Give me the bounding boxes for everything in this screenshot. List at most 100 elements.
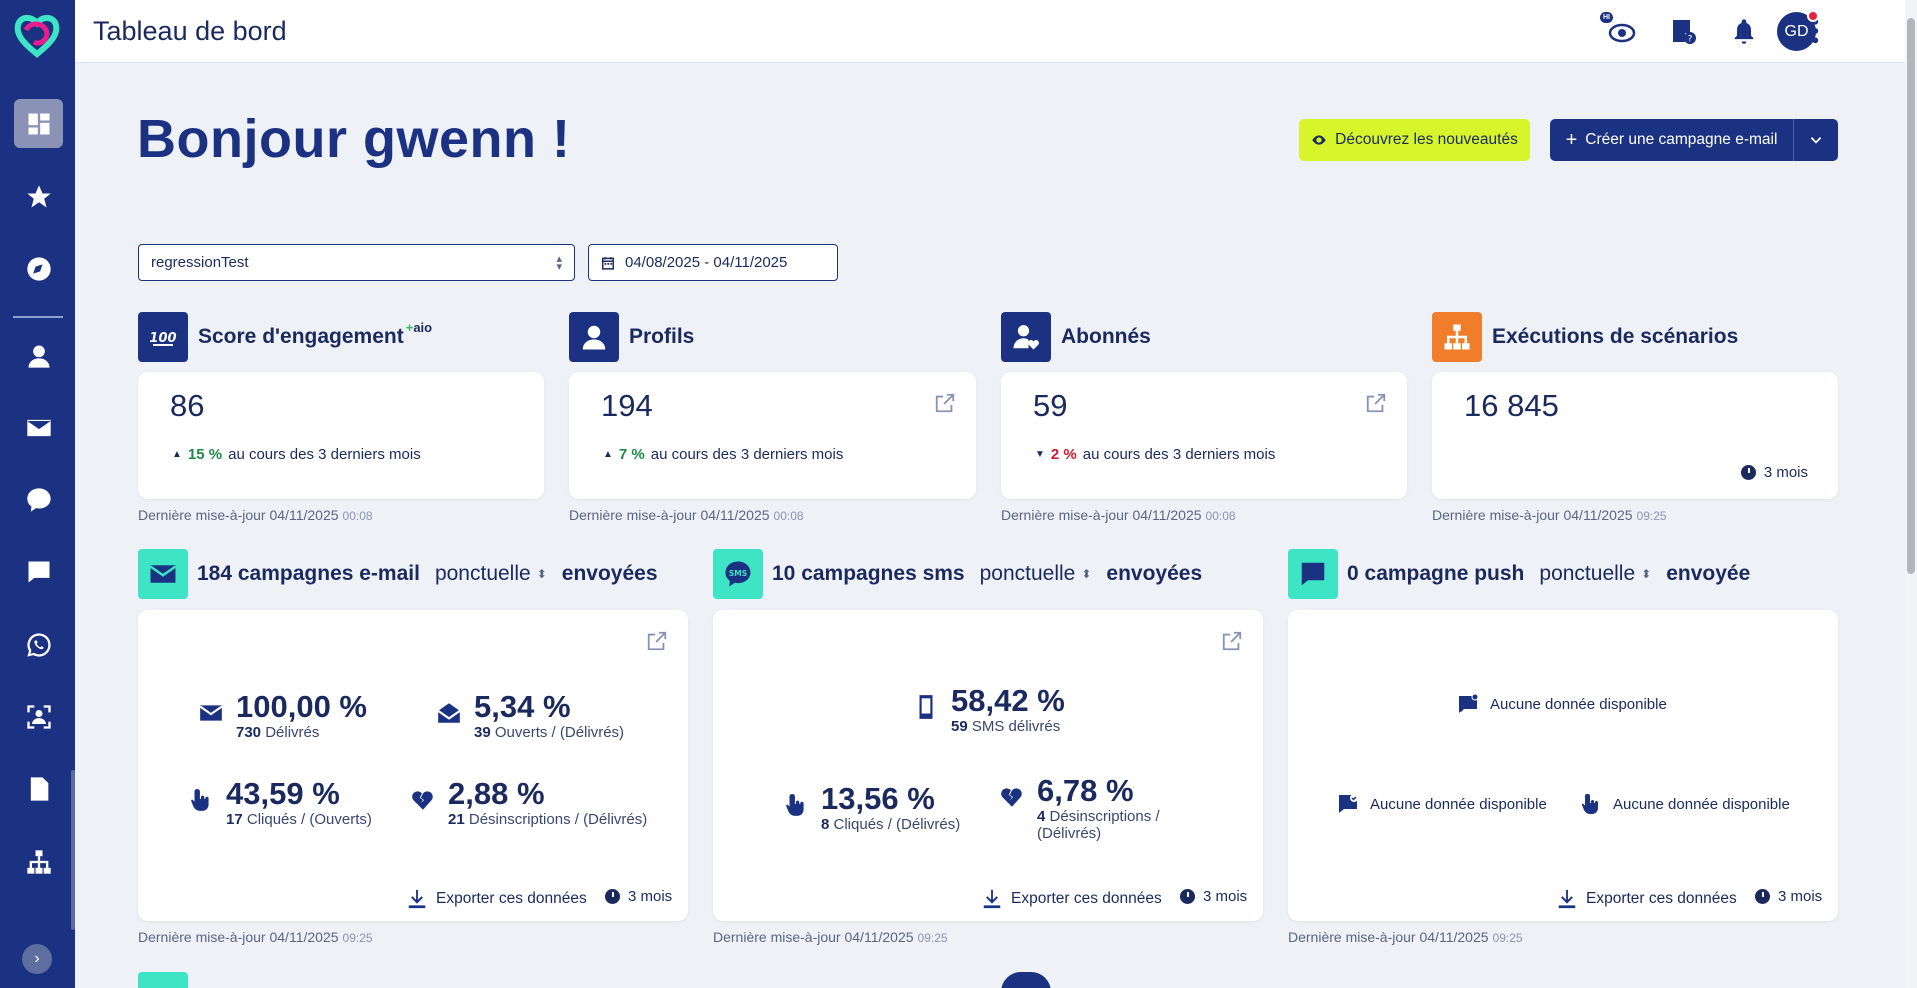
push-export-button[interactable]: Exporter ces données [1556, 888, 1737, 910]
sidebar-item-scenarios[interactable] [14, 837, 63, 886]
push-delivered-nodata: Aucune donnée disponible [1456, 692, 1667, 716]
email-icon [138, 549, 188, 599]
kpi-trend: ▼ 2 % au cours des 3 derniers mois [1035, 446, 1275, 463]
chat-icon [28, 561, 49, 582]
broken-heart-icon [1001, 788, 1022, 807]
notification-dot [1807, 10, 1819, 22]
whatsapp-icon [26, 632, 51, 657]
kpi-title: Profils [629, 325, 695, 348]
list-select-value: regressionTest [151, 254, 249, 271]
sidebar-item-favorites[interactable] [14, 172, 63, 221]
notifications-button[interactable] [1726, 13, 1762, 49]
chevron-down-icon [1810, 137, 1822, 144]
list-select[interactable]: regressionTest ▴ ▾ [138, 244, 575, 281]
news-button[interactable]: Découvrez les nouveautés [1299, 119, 1530, 161]
sidebar-divider [13, 316, 63, 318]
kpi-profiles-card: 194 ▲ 7 % au cours des 3 derniers mois [569, 372, 976, 499]
email-campaign-count: 184 campagnes e-mail [197, 562, 420, 585]
push-unsub-nodata: Aucune donnée disponible [1336, 792, 1547, 816]
sort-arrows-icon: ⬍ [1641, 567, 1652, 581]
trend-percent: 15 % [187, 446, 223, 463]
sidebar-expand-button[interactable]: › [22, 944, 52, 974]
sidebar-scrollbar[interactable] [71, 770, 75, 930]
page-title: Tableau de bord [93, 16, 287, 46]
next-section-icon [1001, 972, 1051, 988]
trend-percent: 7 % [618, 446, 645, 463]
kpi-title: Abonnés [1061, 325, 1151, 348]
greeting-heading: Bonjour gwenn ! [137, 109, 571, 169]
date-range-picker[interactable]: 04/08/2025 - 04/11/2025 [588, 244, 838, 281]
help-docs-button[interactable]: ? [1665, 13, 1701, 49]
push-campaign-count: 0 campagne push [1347, 562, 1525, 585]
period-indicator: 3 mois [1740, 464, 1808, 481]
profile-icon [569, 312, 619, 362]
period-indicator: 3 mois [1180, 888, 1247, 905]
create-campaign-dropdown[interactable] [1794, 133, 1838, 147]
page-scrollbar-thumb[interactable] [1907, 18, 1915, 574]
kpi-updated: Dernière mise-à-jour 04/11/2025 09:25 [1432, 507, 1667, 523]
topbar: Tableau de bord HI ? [75, 0, 1917, 63]
push-type-select[interactable]: ponctuelle ⬍ [1539, 562, 1652, 585]
sidebar-item-audience[interactable] [14, 692, 63, 741]
sms-delivered-metric: 58,42 % 59 SMS délivrés [913, 683, 1065, 735]
sms-status: envoyées [1106, 562, 1203, 585]
aio-badge: +aio [405, 319, 433, 335]
email-status: envoyées [561, 562, 658, 585]
sidebar-item-profiles[interactable] [14, 331, 63, 380]
kpi-engagement-header: 100 Score d'engagement +aio [138, 312, 432, 362]
sidebar-item-documents[interactable] [14, 764, 63, 813]
compass-icon [26, 256, 51, 281]
create-campaign-button[interactable]: + Créer une campagne e-mail [1550, 119, 1838, 161]
engagement-score-icon: 100 [138, 312, 188, 362]
pointer-hand-icon [786, 794, 804, 816]
trend-percent: 2 % [1050, 446, 1077, 463]
audience-scan-icon [26, 704, 51, 729]
avatar-initials: GD [1784, 22, 1809, 40]
pointer-hand-icon [1581, 794, 1598, 814]
sidebar-item-dashboard[interactable] [14, 99, 63, 148]
sms-icon [26, 487, 51, 512]
push-campaigns-card: Aucune donnée disponible Aucune donnée d… [1288, 610, 1838, 921]
email-export-button[interactable]: Exporter ces données [406, 888, 587, 910]
sidebar-item-explore[interactable] [14, 244, 63, 293]
sidebar-item-sms[interactable] [14, 475, 63, 524]
sms-export-button[interactable]: Exporter ces données [981, 888, 1162, 910]
sidebar-item-whatsapp[interactable] [14, 620, 63, 669]
kpi-subscribers-header: Abonnés [1001, 312, 1151, 362]
external-link-icon[interactable] [1365, 392, 1387, 414]
sms-clicked-metric: 13,56 % 8 Cliqués / (Délivrés) [783, 781, 960, 833]
download-icon [1558, 889, 1576, 909]
external-link-icon[interactable] [934, 392, 956, 414]
plus-icon: + [1565, 128, 1578, 151]
sms-campaigns-header: SMS 10 campagnes sms ponctuelle ⬍ envoyée… [713, 549, 1202, 599]
email-type-select[interactable]: ponctuelle ⬍ [434, 562, 547, 585]
assistant-button[interactable]: HI [1600, 12, 1640, 49]
broken-heart-icon [412, 791, 433, 810]
sort-arrows-icon: ▴ ▾ [556, 252, 562, 273]
external-link-icon[interactable] [1221, 630, 1243, 652]
sms-icon: SMS [713, 549, 763, 599]
clock-icon [605, 889, 620, 904]
envelope-icon [199, 705, 223, 721]
sms-type-select[interactable]: ponctuelle ⬍ [979, 562, 1092, 585]
app-logo[interactable] [12, 10, 62, 60]
email-opened-metric: 5,34 % 39 Ouverts / (Délivrés) [436, 689, 624, 741]
chat-check-icon [1339, 794, 1358, 813]
help-document-icon: ? [1673, 20, 1696, 45]
push-campaigns-header: 0 campagne push ponctuelle ⬍ envoyée [1288, 549, 1750, 599]
sitemap-icon [26, 849, 51, 874]
sidebar-item-chat[interactable] [14, 547, 63, 596]
kpi-value: 16 845 [1464, 388, 1559, 423]
avatar[interactable]: GD [1777, 10, 1819, 51]
bell-icon [1734, 19, 1754, 44]
kpi-profiles-header: Profils [569, 312, 694, 362]
push-updated: Dernière mise-à-jour 04/11/2025 09:25 [1288, 929, 1523, 945]
sidebar: › [0, 0, 75, 988]
email-updated: Dernière mise-à-jour 04/11/2025 09:25 [138, 929, 373, 945]
email-delivered-metric: 100,00 % 730 Délivrés [198, 689, 367, 741]
sidebar-item-email[interactable] [14, 403, 63, 452]
subscriber-heart-icon [1001, 312, 1051, 362]
create-campaign-main[interactable]: + Créer une campagne e-mail [1550, 119, 1794, 161]
sms-unsub-metric: 6,78 % 4 Désinscriptions / (Délivrés) [999, 773, 1160, 842]
external-link-icon[interactable] [646, 630, 668, 652]
